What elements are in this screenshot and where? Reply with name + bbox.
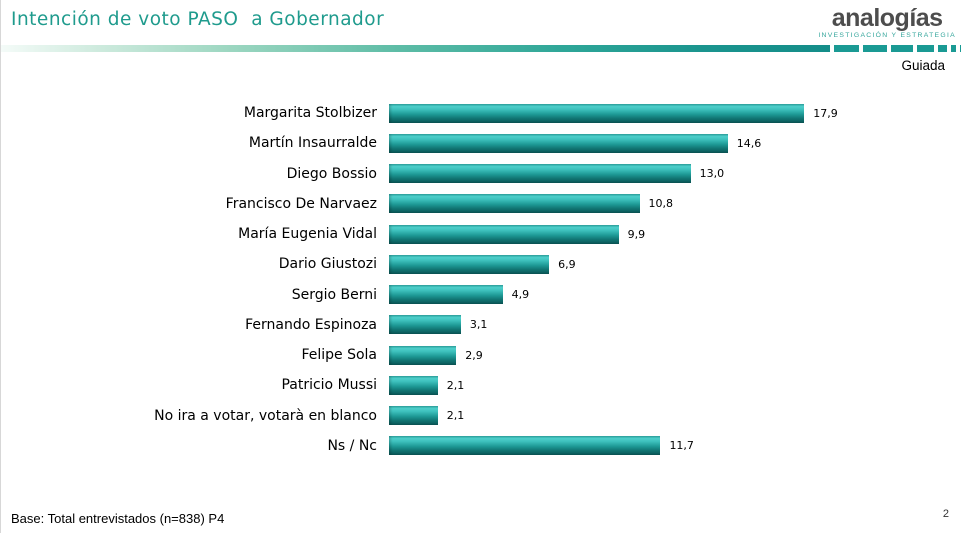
bar-value: 2,1 — [446, 409, 465, 423]
bar-row: Margarita Stolbizer 17,9 — [1, 98, 961, 128]
analogias-logo: analogías INVESTIGACIÓN Y ESTRATEGIA — [818, 4, 956, 40]
logo-wordmark: analogías — [831, 4, 943, 32]
bar-row: Martín Insaurralde 14,6 — [1, 128, 961, 158]
page-number: 2 — [942, 508, 949, 520]
bar-value: 6,9 — [558, 257, 576, 271]
bar-value: 2,9 — [465, 348, 483, 362]
bar-row: María Eugenia Vidal 9,9 — [1, 219, 961, 249]
bar — [389, 285, 503, 305]
bar-row: Fernando Espinoza 3,1 — [1, 310, 961, 340]
bar-label: Sergio Berni — [291, 286, 377, 303]
bar-row: No ira a votar, votarà en blanco 2,1 — [1, 401, 961, 431]
bar — [389, 194, 640, 214]
bar-label: Ns / Nc — [327, 437, 377, 454]
bar-value: 11,7 — [669, 439, 694, 453]
page-title: Intención de voto PASO a Gobernador — [11, 9, 385, 30]
bar-value: 17,9 — [813, 106, 838, 120]
title-rule-gradient — [1, 45, 830, 52]
bar-row: Patricio Mussi 2,1 — [1, 370, 961, 400]
bar-value: 13,0 — [699, 167, 725, 181]
rule-dash — [863, 45, 887, 52]
bar-label: No ira a votar, votarà en blanco — [154, 407, 377, 424]
bar-value: 9,9 — [627, 227, 646, 241]
bar — [389, 436, 661, 456]
bar — [389, 345, 457, 365]
bar-row: Ns / Nc 11,7 — [1, 431, 961, 461]
bar-label: Martín Insaurralde — [248, 135, 377, 152]
base-note: Base: Total entrevistados (n=838) P4 — [11, 511, 225, 526]
bar — [389, 315, 461, 335]
bar-row: Felipe Sola 2,9 — [1, 340, 961, 370]
bar — [389, 254, 550, 274]
bar-chart: Margarita Stolbizer 17,9 Martín Insaurra… — [1, 98, 961, 461]
bar-value: 2,1 — [446, 378, 465, 392]
bar-row: Francisco De Narvaez 10,8 — [1, 189, 961, 219]
bar-value: 4,9 — [511, 288, 530, 302]
bar — [389, 103, 805, 123]
bar — [389, 375, 438, 395]
bar-label: Felipe Sola — [301, 347, 377, 364]
logo-tagline: INVESTIGACIÓN Y ESTRATEGIA — [818, 32, 956, 40]
bar-label: María Eugenia Vidal — [238, 226, 377, 243]
bar-label: Francisco De Narvaez — [225, 195, 377, 212]
title-rule-dashes — [830, 45, 961, 52]
bar-label: Margarita Stolbizer — [243, 105, 377, 122]
bar-label: Fernando Espinoza — [245, 316, 377, 333]
bar — [389, 133, 728, 153]
bar-label: Diego Bossio — [286, 165, 377, 182]
title-rule — [1, 45, 961, 52]
bar — [389, 406, 438, 426]
rule-dash — [951, 45, 956, 52]
bar-rows: Margarita Stolbizer 17,9 Martín Insaurra… — [1, 98, 961, 461]
bar-row: Sergio Berni 4,9 — [1, 280, 961, 310]
bar-label: Patricio Mussi — [281, 377, 377, 394]
mode-label-guiada: Guiada — [901, 58, 945, 73]
bar-value: 10,8 — [648, 197, 674, 211]
rule-dash — [938, 45, 947, 52]
rule-dash — [834, 45, 859, 52]
bar-row: Diego Bossio 13,0 — [1, 159, 961, 189]
bar-row: Dario Giustozi 6,9 — [1, 249, 961, 279]
rule-dash — [917, 45, 934, 52]
rule-dash — [891, 45, 913, 52]
bar-value: 3,1 — [469, 318, 488, 332]
bar-label: Dario Giustozi — [278, 256, 377, 273]
bar-value: 14,6 — [736, 136, 762, 150]
bar — [389, 164, 691, 184]
bar — [389, 224, 619, 244]
